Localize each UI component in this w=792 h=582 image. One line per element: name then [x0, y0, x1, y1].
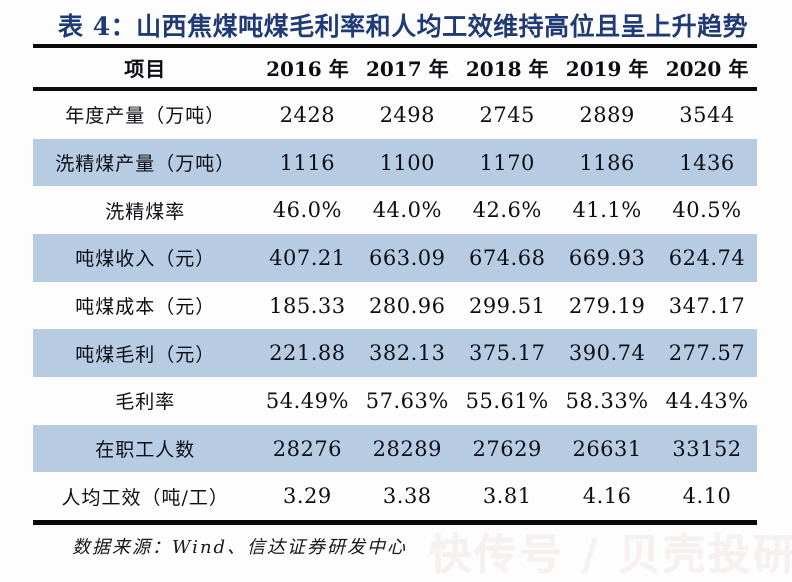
report-table-figure: 表 4：山西焦煤吨煤毛利率和人均工效维持高位且呈上升趋势 项目 2016 年 2…	[33, 12, 792, 579]
data-source-note: 数据来源：Wind、信达证券研发中心	[72, 537, 408, 558]
column-header-item: 项目	[124, 56, 167, 81]
table-row: 洗精煤产量（万吨） 1116 1100 1170 1186 1436	[33, 138, 757, 187]
cell-value: 390.74	[568, 341, 646, 366]
column-header-2016: 2016 年	[266, 56, 349, 81]
table-body: 年度产量（万吨） 2428 2498 2745 2889 3544 洗精煤产量（万吨） 111…	[33, 91, 757, 520]
row-label: 吨煤成本（元）	[75, 296, 216, 319]
row-label: 人均工效（吨/工）	[61, 486, 229, 509]
cell-value: 1116	[279, 150, 336, 175]
title-rule	[33, 44, 757, 48]
cell-value: 44.43%	[665, 388, 749, 413]
cell-value: 277.57	[668, 341, 746, 366]
cell-value: 279.19	[568, 293, 646, 318]
table-row: 毛利率 54.49% 57.63% 55.61% 58.33% 44.43%	[33, 377, 757, 425]
column-header-2018: 2018 年	[465, 56, 549, 81]
cell-value: 3544	[679, 102, 735, 127]
row-label: 洗精煤产量（万吨）	[55, 153, 236, 175]
column-header-2019: 2019 年	[565, 56, 649, 81]
cell-value: 58.33%	[565, 388, 649, 413]
cell-value: 185.33	[269, 293, 346, 318]
row-label: 吨煤收入（元）	[75, 248, 216, 271]
row-label: 年度产量（万吨）	[65, 105, 226, 128]
cell-value: 221.88	[269, 341, 346, 366]
cell-value: 28276	[272, 436, 343, 461]
cell-value: 2428	[279, 102, 336, 127]
bottom-rule	[33, 520, 757, 525]
cell-value: 55.61%	[465, 388, 549, 413]
row-label: 在职工人数	[95, 439, 196, 462]
cell-value: 2498	[379, 102, 436, 127]
cell-value: 28289	[372, 436, 442, 461]
table-row: 吨煤收入（元） 407.21 663.09 674.68 669.93 624.74	[33, 234, 757, 282]
cell-value: 2745	[479, 102, 535, 127]
cell-value: 299.51	[468, 293, 546, 318]
cell-value: 46.0%	[272, 198, 342, 223]
cell-value: 1100	[379, 150, 436, 175]
table-header-row: 项目 2016 年 2017 年 2018 年 2019 年 2020 年	[33, 47, 757, 87]
header-rule	[33, 87, 757, 91]
cell-value: 42.6%	[472, 198, 542, 223]
cell-value: 624.74	[668, 245, 746, 270]
cell-value: 1186	[579, 150, 635, 175]
cell-value: 347.17	[668, 293, 746, 318]
cell-value: 4.16	[582, 484, 632, 509]
table-row: 年度产量（万吨） 2428 2498 2745 2889 3544	[33, 91, 757, 139]
row-label: 吨煤毛利（元）	[75, 343, 216, 366]
cell-value: 3.38	[382, 484, 432, 509]
cell-value: 4.10	[682, 484, 732, 509]
cell-value: 33152	[672, 436, 742, 461]
column-header-2017: 2017 年	[365, 56, 449, 81]
cell-value: 663.09	[369, 245, 446, 270]
cell-value: 375.17	[468, 341, 546, 366]
cell-value: 2889	[579, 102, 635, 127]
cell-value: 44.0%	[372, 198, 442, 223]
cell-value: 26631	[572, 436, 642, 461]
table-row: 吨煤毛利（元） 221.88 382.13 375.17 390.74 277.57	[33, 329, 757, 378]
row-label: 毛利率	[115, 391, 176, 414]
cell-value: 1436	[679, 150, 735, 175]
cell-value: 41.1%	[572, 198, 642, 223]
cell-value: 54.49%	[265, 388, 349, 413]
cell-value: 382.13	[369, 341, 446, 366]
table-row: 在职工人数 28276 28289 27629 26631 33152	[33, 424, 757, 473]
cell-value: 57.63%	[365, 388, 449, 413]
watermark: 快传号 / 贝壳投研	[429, 530, 792, 579]
cell-value: 1170	[479, 150, 535, 175]
column-header-2020: 2020 年	[665, 56, 749, 81]
table-row: 洗精煤率 46.0% 44.0% 42.6% 41.1% 40.5%	[33, 186, 757, 234]
cell-value: 280.96	[369, 293, 446, 318]
table-row: 吨煤成本（元） 185.33 280.96 299.51 279.19 347.17	[33, 282, 757, 330]
cell-value: 669.93	[568, 245, 646, 270]
cell-value: 40.5%	[672, 198, 742, 223]
cell-value: 27629	[472, 436, 542, 461]
table-row: 人均工效（吨/工） 3.29 3.38 3.81 4.16 4.10	[33, 472, 757, 520]
cell-value: 674.68	[468, 245, 546, 270]
cell-value: 3.29	[283, 484, 332, 509]
cell-value: 407.21	[269, 245, 346, 270]
cell-value: 3.81	[482, 484, 532, 509]
row-label: 洗精煤率	[105, 200, 186, 223]
table-title: 表 4：山西焦煤吨煤毛利率和人均工效维持高位且呈上升趋势	[58, 12, 749, 41]
